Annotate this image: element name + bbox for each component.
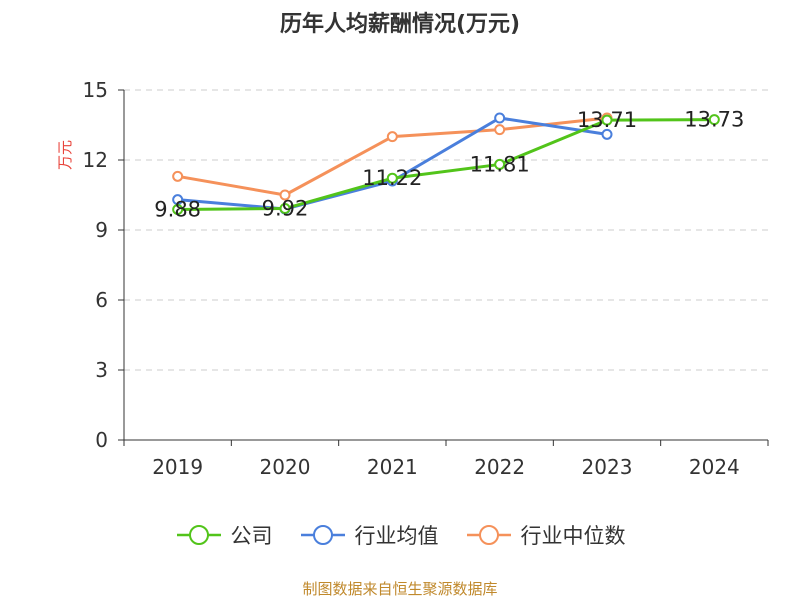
legend-label: 行业均值	[354, 524, 439, 548]
data-label: 11.22	[362, 166, 422, 190]
data-point	[494, 158, 506, 170]
legend-swatch-icon	[300, 525, 345, 545]
data-point	[708, 114, 720, 126]
data-point	[172, 170, 184, 182]
data-point	[601, 128, 613, 140]
x-tick-label: 2024	[689, 455, 740, 479]
legend-swatch-icon	[176, 525, 221, 545]
x-tick-label: 2022	[474, 455, 525, 479]
legend-marker	[312, 525, 333, 545]
legend-item[interactable]: 行业均值	[299, 520, 439, 550]
source-note: 制图数据来自恒生聚源数据库	[302, 580, 498, 598]
data-point	[494, 124, 506, 136]
legend-swatch-icon	[466, 525, 511, 545]
data-label: 13.71	[577, 108, 637, 132]
legend-item[interactable]: 行业中位数	[465, 520, 626, 550]
x-tick-label: 2023	[582, 455, 633, 479]
data-point	[386, 131, 398, 143]
y-tick-label: 12	[83, 148, 108, 172]
data-point	[386, 172, 398, 184]
x-tick-label: 2020	[260, 455, 311, 479]
legend-item[interactable]: 公司	[175, 520, 273, 550]
y-tick-label: 6	[95, 288, 108, 312]
data-point	[279, 203, 291, 215]
data-label: 9.88	[154, 197, 201, 221]
y-tick-label: 0	[95, 428, 108, 452]
y-tick-label: 15	[83, 78, 108, 102]
data-point	[172, 203, 184, 215]
data-label: 13.73	[684, 108, 744, 132]
data-label: 11.81	[470, 152, 530, 176]
y-axis-label: 万元	[56, 140, 74, 170]
legend-label: 公司	[230, 524, 273, 548]
x-tick-label: 2019	[152, 455, 203, 479]
legend-label: 行业中位数	[520, 524, 626, 548]
data-point	[494, 112, 506, 124]
data-point	[279, 189, 291, 201]
data-label: 9.92	[262, 197, 309, 221]
data-point	[601, 114, 613, 126]
legend-marker	[478, 525, 499, 545]
y-tick-label: 3	[95, 358, 108, 382]
legend: 公司 行业均值 行业中位数	[0, 520, 800, 550]
x-tick-label: 2021	[367, 455, 418, 479]
legend-marker	[188, 525, 209, 545]
y-tick-label: 9	[95, 218, 108, 242]
series-line	[177, 118, 715, 211]
chart-title: 历年人均薪酬情况(万元)	[279, 12, 521, 37]
